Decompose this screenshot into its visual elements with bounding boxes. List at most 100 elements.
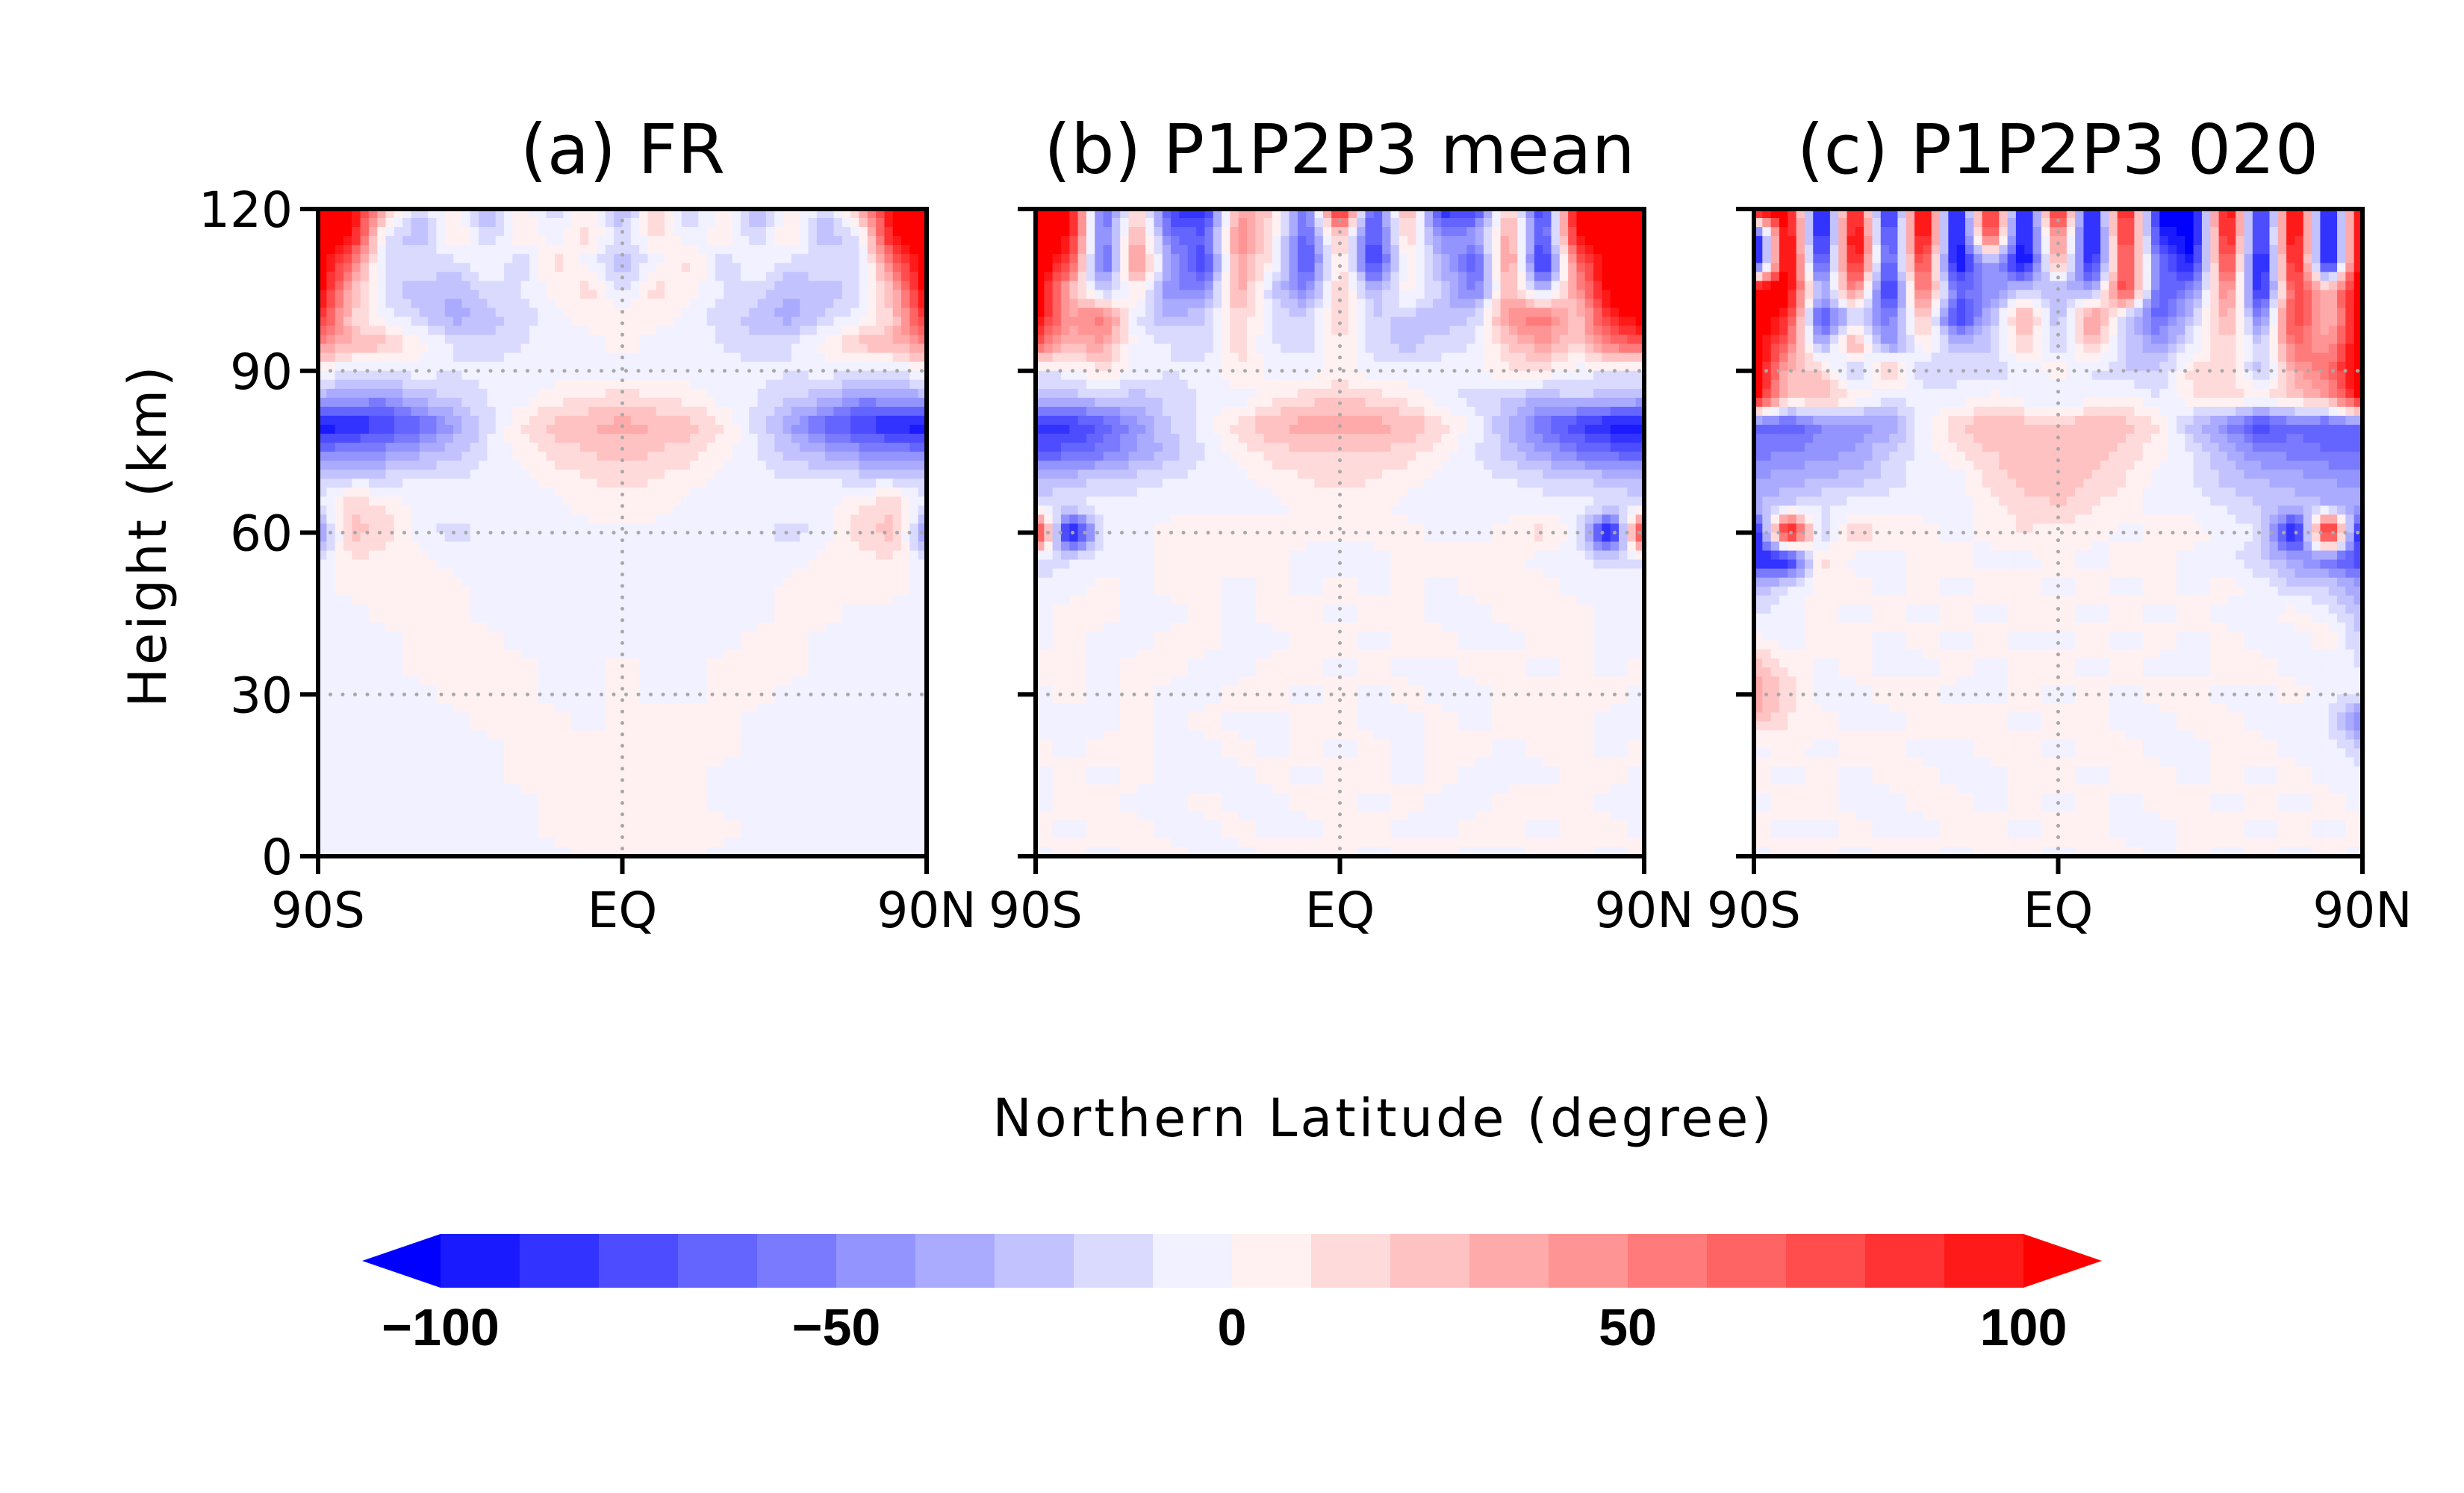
field-cell	[512, 793, 522, 803]
field-cell	[402, 703, 412, 714]
field-cell	[774, 254, 784, 264]
field-cell	[512, 829, 522, 839]
field-cell	[833, 263, 843, 273]
field-cell	[800, 748, 809, 758]
field-cell	[749, 595, 759, 605]
field-cell	[800, 299, 809, 309]
field-cell	[512, 415, 522, 426]
field-cell	[563, 470, 573, 480]
field-cell	[571, 802, 581, 812]
field-cell	[546, 461, 556, 471]
field-cell	[901, 703, 911, 714]
field-cell	[681, 685, 691, 696]
field-cell	[732, 667, 741, 677]
field-cell	[850, 514, 860, 525]
field-cell	[597, 514, 606, 525]
field-cell	[470, 496, 479, 507]
field-cell	[504, 370, 514, 381]
field-cell	[554, 452, 564, 461]
field-cell	[579, 415, 590, 426]
field-cell	[563, 820, 573, 830]
field-cell	[833, 479, 843, 489]
field-cell	[444, 415, 454, 426]
field-cell	[318, 631, 328, 641]
field-cell	[867, 532, 877, 543]
field-cell	[436, 730, 446, 741]
field-cell	[588, 793, 598, 803]
field-cell	[343, 640, 353, 650]
field-cell	[554, 209, 564, 219]
field-cell	[402, 514, 412, 525]
field-cell	[791, 559, 801, 570]
field-cell	[318, 685, 328, 696]
field-cell	[808, 227, 818, 237]
field-cell	[614, 352, 623, 363]
field-cell	[800, 514, 809, 525]
field-cell	[681, 370, 691, 381]
field-cell	[876, 299, 886, 309]
field-cell	[461, 829, 471, 839]
field-cell	[816, 343, 826, 354]
field-cell	[326, 739, 336, 749]
field-cell	[698, 523, 708, 534]
field-cell	[326, 254, 336, 264]
field-cell	[656, 209, 665, 219]
field-cell	[724, 631, 733, 641]
field-cell	[563, 532, 573, 543]
field-cell	[318, 604, 328, 614]
field-cell	[554, 461, 564, 471]
field-cell	[841, 622, 851, 632]
field-cell	[706, 703, 716, 714]
field-cell	[419, 748, 429, 758]
field-cell	[538, 703, 547, 714]
field-cell	[504, 325, 514, 336]
field-cell	[706, 757, 716, 767]
field-cell	[402, 820, 412, 830]
field-cell	[411, 775, 420, 785]
field-cell	[909, 325, 919, 336]
field-cell	[343, 712, 353, 723]
field-cell	[808, 514, 818, 525]
field-cell	[504, 811, 514, 821]
field-cell	[816, 370, 826, 381]
field-cell	[706, 559, 716, 570]
field-cell	[892, 352, 902, 363]
field-cell	[774, 568, 784, 579]
field-cell	[360, 263, 370, 273]
field-cell	[698, 505, 708, 516]
field-cell	[579, 317, 590, 327]
field-cell	[867, 514, 877, 525]
field-cell	[630, 568, 640, 579]
field-cell	[715, 425, 725, 434]
field-cell	[850, 676, 860, 687]
field-cell	[360, 586, 370, 596]
field-cell	[876, 685, 886, 696]
field-cell	[504, 245, 514, 255]
field-cell	[529, 784, 539, 794]
field-cell	[487, 290, 497, 300]
field-cell	[529, 352, 539, 363]
field-cell	[453, 775, 463, 785]
field-cell	[749, 299, 759, 309]
field-cell	[622, 299, 632, 309]
field-cell	[833, 379, 843, 390]
field-cell	[825, 613, 835, 623]
field-cell	[546, 775, 556, 785]
field-cell	[622, 631, 632, 641]
field-cell	[622, 461, 632, 471]
field-cell	[808, 784, 818, 794]
field-cell	[419, 479, 429, 489]
field-cell	[800, 820, 809, 830]
field-cell	[495, 443, 505, 452]
field-cell	[554, 425, 564, 434]
field-cell	[546, 802, 556, 812]
field-cell	[579, 397, 590, 408]
field-cell	[520, 631, 530, 641]
field-cell	[715, 299, 725, 309]
field-cell	[749, 748, 759, 758]
field-cell	[411, 784, 420, 794]
field-cell	[411, 613, 420, 623]
field-cell	[901, 613, 911, 623]
field-cell	[554, 434, 564, 443]
field-cell	[504, 352, 514, 363]
